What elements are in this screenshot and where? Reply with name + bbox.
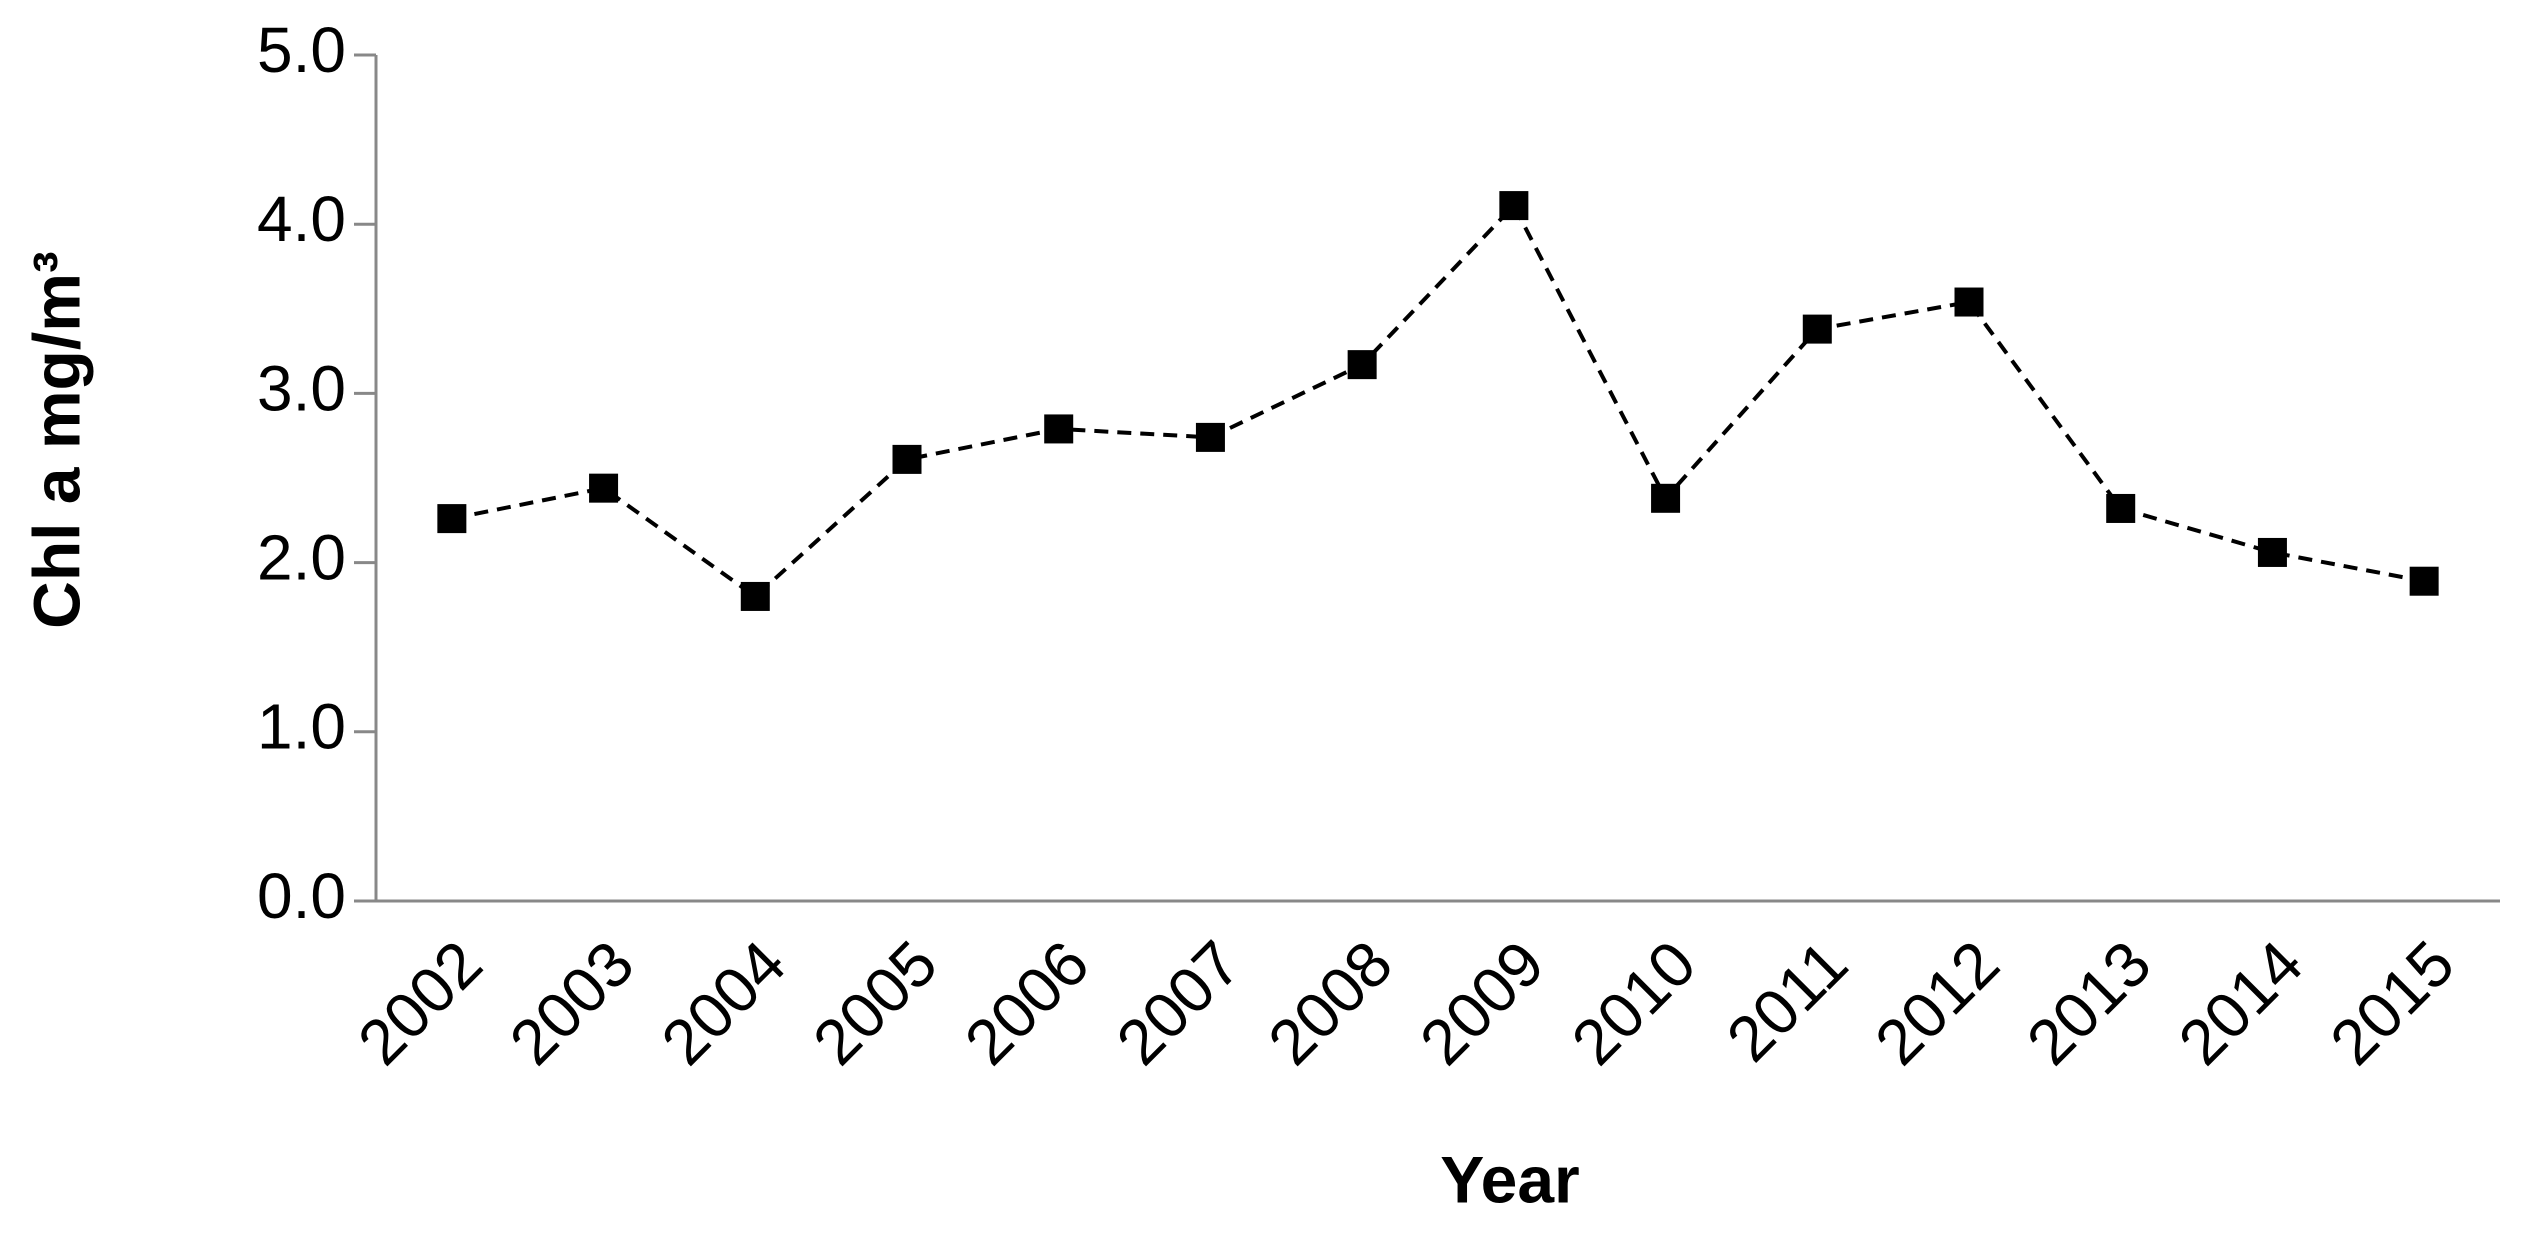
data-line <box>451 202 2425 600</box>
marker <box>1195 422 1225 452</box>
marker <box>740 581 770 611</box>
marker <box>2409 566 2439 596</box>
marker <box>2257 537 2287 567</box>
marker <box>1802 314 1832 344</box>
marker <box>1347 350 1377 380</box>
x-tick-label: 2004 <box>648 927 800 1079</box>
x-tick-label: 2013 <box>2013 927 2165 1079</box>
marker <box>1651 483 1681 513</box>
y-tick-label: 3.0 <box>257 352 346 424</box>
x-tick-label: 2003 <box>496 927 648 1079</box>
x-tick-label: 2015 <box>2316 927 2468 1079</box>
marker <box>1499 191 1529 221</box>
y-tick-label: 1.0 <box>257 691 346 763</box>
y-tick-label: 2.0 <box>257 522 346 594</box>
y-tick-label: 4.0 <box>257 183 346 255</box>
x-tick-label: 2009 <box>1406 927 1558 1079</box>
x-tick-label: 2011 <box>1713 927 1861 1075</box>
marker <box>892 444 922 474</box>
x-axis-title: Year <box>1440 1142 1579 1216</box>
y-axis-title: Chl a mg/m³ <box>19 251 93 629</box>
x-tick-label: 2007 <box>1103 927 1255 1079</box>
x-tick-label: 2010 <box>1558 927 1710 1079</box>
x-tick-label: 2008 <box>1254 927 1406 1079</box>
marker <box>437 504 467 534</box>
x-tick-label: 2014 <box>2165 927 2317 1079</box>
y-tick-label: 0.0 <box>257 860 346 932</box>
x-tick-label: 2002 <box>344 927 496 1079</box>
x-tick-label: 2012 <box>1861 927 2013 1079</box>
marker <box>589 473 619 503</box>
x-tick-label: 2005 <box>799 927 951 1079</box>
marker <box>2106 493 2136 523</box>
marker <box>1954 287 1984 317</box>
x-tick-label: 2006 <box>951 927 1103 1079</box>
y-tick-label: 5.0 <box>257 14 346 86</box>
marker <box>1044 414 1074 444</box>
